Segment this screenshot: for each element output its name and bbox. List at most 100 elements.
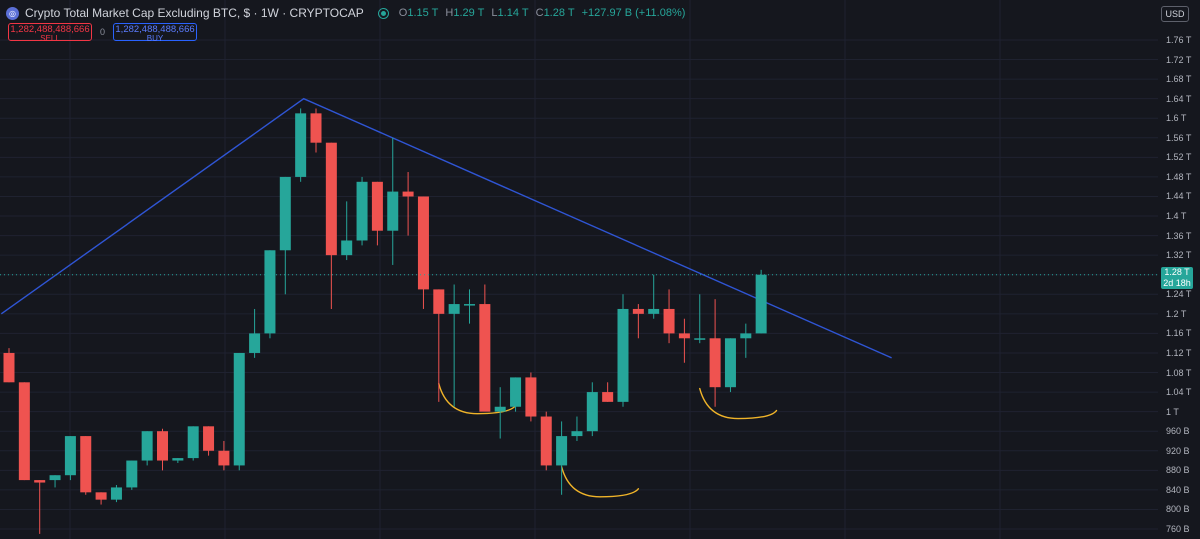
candle[interactable] xyxy=(371,181,383,246)
annotation-arc xyxy=(699,387,778,420)
chart-header: ◎ Crypto Total Market Cap Excluding BTC,… xyxy=(6,4,689,22)
price-axis-label: 1.2 T xyxy=(1166,308,1187,319)
candle[interactable] xyxy=(310,108,322,153)
candle[interactable] xyxy=(632,304,644,339)
candle[interactable] xyxy=(510,377,522,412)
coin-icon: ◎ xyxy=(6,6,19,20)
candle[interactable] xyxy=(157,428,168,471)
candle[interactable] xyxy=(141,431,153,466)
candle[interactable] xyxy=(740,323,752,358)
price-axis-label: 1.72 T xyxy=(1166,54,1192,65)
price-axis-label: 1.76 T xyxy=(1166,35,1192,45)
market-status-icon xyxy=(377,7,389,19)
candle[interactable] xyxy=(3,348,15,383)
candle[interactable] xyxy=(617,294,629,407)
candle[interactable] xyxy=(694,294,706,344)
price-axis-label: 1.16 T xyxy=(1166,328,1192,339)
candle[interactable] xyxy=(678,318,690,363)
candle[interactable] xyxy=(402,172,414,236)
candle-body xyxy=(678,333,690,339)
annotation-arc xyxy=(438,382,517,415)
candle[interactable] xyxy=(602,382,614,402)
candle-body xyxy=(310,113,322,143)
current-price-tag: 1.28 T 2d 18h xyxy=(1161,267,1193,289)
price-axis-label: 840 B xyxy=(1166,484,1190,495)
candle[interactable] xyxy=(233,352,245,471)
candle[interactable] xyxy=(464,289,475,324)
candle-body xyxy=(556,436,568,466)
candle[interactable] xyxy=(709,299,721,407)
candle[interactable] xyxy=(356,176,368,246)
candle-body xyxy=(709,338,721,388)
candle-body xyxy=(233,352,245,466)
candle[interactable] xyxy=(172,458,184,463)
candle[interactable] xyxy=(571,416,583,441)
price-axis-label: 1.48 T xyxy=(1166,171,1192,182)
candle[interactable] xyxy=(80,436,92,495)
price-axis-label: 1.56 T xyxy=(1166,132,1192,143)
candle[interactable] xyxy=(295,108,307,182)
candle[interactable] xyxy=(540,411,552,471)
price-axis-label: 1.36 T xyxy=(1166,230,1192,241)
price-axis-label: 1.04 T xyxy=(1166,387,1192,398)
candle[interactable] xyxy=(203,426,215,456)
price-axis-label: 1.6 T xyxy=(1166,113,1187,124)
candle[interactable] xyxy=(187,426,199,461)
candle[interactable] xyxy=(64,436,76,481)
candle-body xyxy=(295,113,307,177)
candle[interactable] xyxy=(218,440,230,471)
price-axis-label: 1.64 T xyxy=(1166,93,1192,104)
candle[interactable] xyxy=(126,460,138,490)
candle[interactable] xyxy=(663,289,675,344)
candle-body xyxy=(387,191,399,231)
candle-body xyxy=(218,450,230,466)
candle[interactable] xyxy=(49,475,61,488)
candle[interactable] xyxy=(494,387,506,439)
candle[interactable] xyxy=(325,142,337,309)
candle-body xyxy=(571,431,583,437)
candle-body xyxy=(279,176,291,251)
candle[interactable] xyxy=(34,480,46,534)
price-axis-label: 1.24 T xyxy=(1166,289,1192,300)
candle[interactable] xyxy=(18,382,30,481)
candle[interactable] xyxy=(433,289,445,402)
candle[interactable] xyxy=(249,308,261,358)
candle-body xyxy=(126,460,138,488)
candle-body xyxy=(325,142,337,256)
candle[interactable] xyxy=(417,196,429,309)
buy-button[interactable]: 1,282,488,488,666 BUY xyxy=(113,23,198,43)
candle[interactable] xyxy=(341,201,353,261)
candle[interactable] xyxy=(724,338,736,393)
candle[interactable] xyxy=(448,284,460,407)
candle[interactable] xyxy=(387,137,399,265)
candle-body xyxy=(602,392,614,402)
candle[interactable] xyxy=(479,284,491,412)
candle[interactable] xyxy=(648,274,660,319)
annotation-arc xyxy=(560,466,640,498)
price-axis-label: 1 T xyxy=(1166,406,1179,417)
candle-body xyxy=(494,406,506,412)
candle[interactable] xyxy=(755,269,767,334)
price-axis-label: 1.68 T xyxy=(1166,74,1192,85)
candles-layer xyxy=(3,108,767,534)
candle[interactable] xyxy=(95,492,107,505)
currency-selector[interactable]: USD xyxy=(1161,6,1189,22)
candle[interactable] xyxy=(279,176,291,295)
candle-body xyxy=(80,436,92,493)
candle-body xyxy=(755,274,767,334)
chart-title: Crypto Total Market Cap Excluding BTC, $… xyxy=(25,6,364,20)
price-change: +127.97 B (+11.08%) xyxy=(581,7,686,19)
candle-body xyxy=(110,487,122,500)
price-axis-label: 1.4 T xyxy=(1166,211,1187,222)
sell-button[interactable]: 1,282,488,488,666 SELL xyxy=(8,23,92,43)
candle[interactable] xyxy=(264,250,276,339)
candle[interactable] xyxy=(586,382,598,437)
trendline xyxy=(0,97,892,359)
candle-body xyxy=(724,338,736,388)
candle[interactable] xyxy=(110,484,122,503)
candle[interactable] xyxy=(525,372,537,422)
ohlc-values: O1.15 T H1.29 T L1.14 T C1.28 T +127.97 … xyxy=(398,7,686,19)
candle[interactable] xyxy=(556,421,568,495)
candle-body xyxy=(433,289,445,314)
